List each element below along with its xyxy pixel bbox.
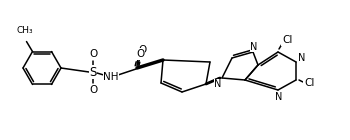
Text: N: N [298,53,306,63]
Text: O: O [138,45,146,55]
Text: NH: NH [103,72,119,82]
Text: O: O [89,85,97,95]
Text: N: N [250,42,258,52]
Text: Cl: Cl [282,35,292,45]
Text: N: N [275,92,283,102]
Text: S: S [89,66,97,79]
Text: O: O [136,49,144,59]
Text: CH₃: CH₃ [16,25,33,35]
Text: Cl: Cl [304,78,314,88]
Text: O: O [89,49,97,59]
Text: N: N [214,79,222,89]
